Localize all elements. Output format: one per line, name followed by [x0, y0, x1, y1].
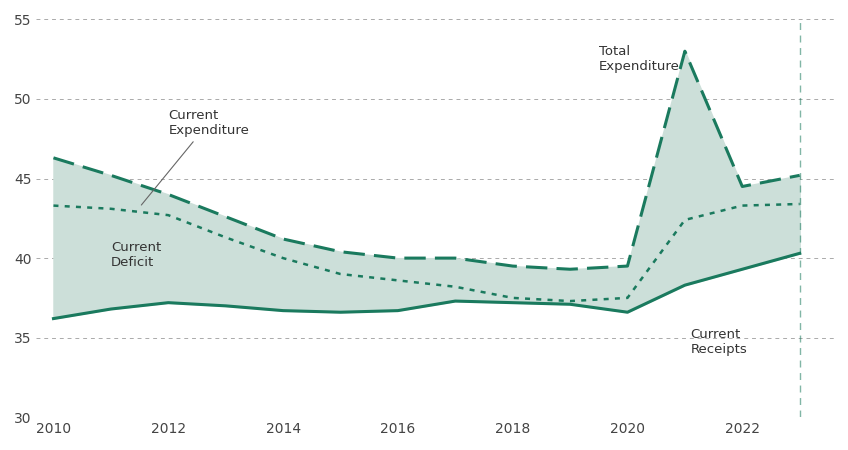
Text: Total
Expenditure: Total Expenditure [599, 45, 679, 73]
Text: Current
Receipts: Current Receipts [690, 328, 747, 356]
Text: Current
Deficit: Current Deficit [111, 241, 161, 269]
Text: Current
Expenditure: Current Expenditure [142, 109, 249, 205]
